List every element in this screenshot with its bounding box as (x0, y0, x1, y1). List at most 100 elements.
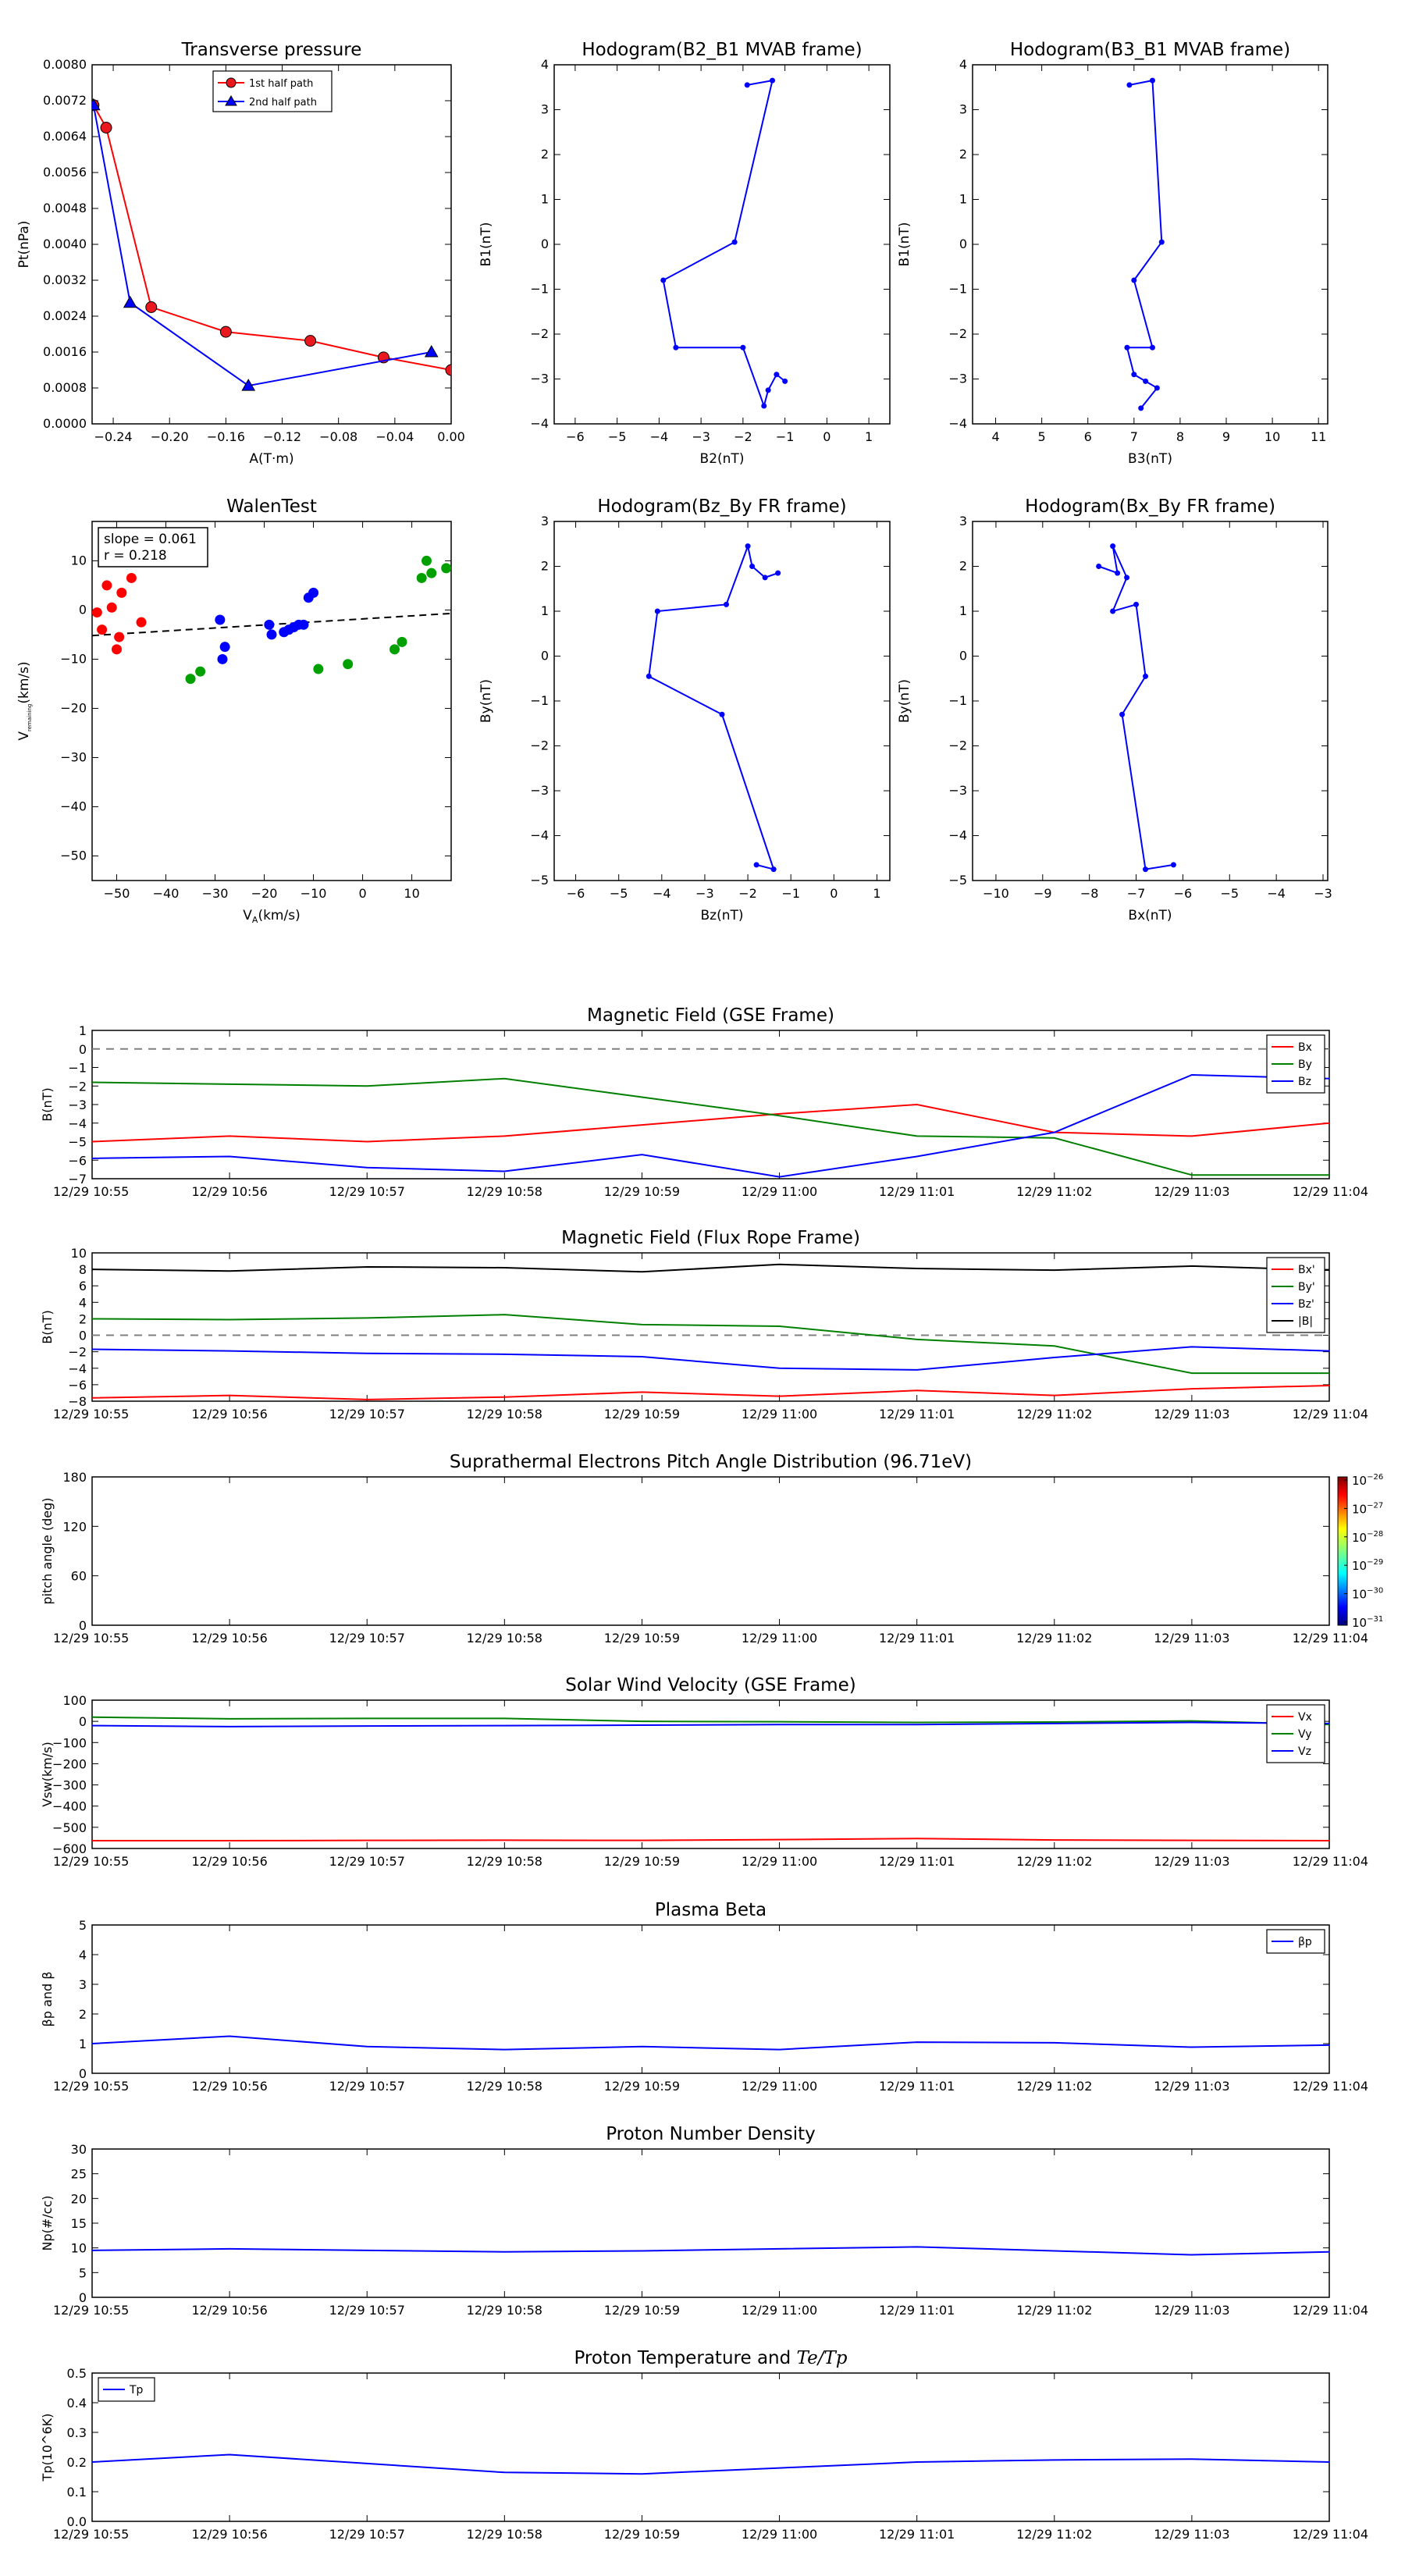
legend: βp (1266, 1929, 1325, 1954)
y-tick-label: −5 (530, 873, 549, 888)
x-tick-label: 12/29 10:56 (191, 1631, 267, 1646)
colorbar-label: 10−29 (1352, 1558, 1383, 1573)
data-point (185, 674, 196, 685)
y-tick-label: 0 (541, 649, 549, 664)
x-tick-label: −3 (692, 429, 710, 444)
y-tick-label: −7 (68, 1172, 87, 1187)
y-tick-label: −1 (530, 282, 549, 297)
y-tick-label: 6 (79, 1279, 87, 1293)
y-tick-label: 180 (62, 1470, 87, 1485)
x-tick-label: −5 (1220, 886, 1239, 901)
data-point (266, 629, 277, 640)
x-tick-label: 12/29 10:56 (191, 2303, 267, 2318)
y-axis-label: pitch angle (deg) (40, 1497, 55, 1604)
y-tick-label: 0 (959, 649, 967, 664)
colorbar-label: 10−28 (1352, 1530, 1383, 1545)
y-tick-label: 1 (541, 603, 549, 618)
x-tick-label: 12/29 10:59 (604, 2079, 680, 2094)
legend-box (1266, 1034, 1325, 1094)
plot-frame (91, 1252, 1330, 1402)
y-tick-label: 20 (71, 2191, 87, 2206)
y-tick-label: 1 (79, 1023, 87, 1038)
colorbar-label: 10−31 (1352, 1615, 1383, 1630)
chart-title: Hodogram(Bx_By FR frame) (1025, 496, 1275, 517)
y-tick-label: 0.0080 (43, 57, 87, 72)
x-tick-label: 12/29 10:58 (467, 1631, 542, 1646)
data-point (343, 659, 354, 670)
x-axis-label: Bz(nT) (700, 908, 743, 923)
x-tick-label: 12/29 10:57 (329, 1854, 405, 1869)
data-point (421, 555, 432, 566)
data-point (304, 335, 317, 347)
data-point (217, 653, 228, 664)
data-point (770, 866, 777, 873)
chart-hodogram-b2-b1: −6 −5 −4 −3 −2 −1 0 1 −4 −3 −2 −1 0 1 2 3 4 Hodogram(B2_B… (478, 40, 891, 467)
x-tick-label: −2 (738, 886, 757, 901)
legend-label: Bz' (1298, 1298, 1314, 1311)
y-tick-label: −600 (52, 1841, 87, 1856)
x-tick-label: 12/29 10:58 (467, 2527, 542, 2542)
data-point (1131, 277, 1137, 283)
series-line (92, 2453, 1329, 2475)
x-tick-label: 12/29 11:00 (742, 2527, 817, 2542)
data-point (145, 301, 158, 313)
series-line (92, 1073, 1329, 1178)
legend: Vx Vy Vz (1266, 1704, 1325, 1763)
data-point (1143, 866, 1149, 873)
x-tick-label: 12/29 10:59 (604, 1184, 680, 1199)
y-axis-label: Np(#/cc) (40, 2196, 55, 2251)
y-tick-label: 0.0032 (43, 272, 87, 287)
data-point (1115, 570, 1121, 576)
y-tick-label: −20 (60, 700, 87, 715)
y-tick-label: −2 (948, 738, 967, 753)
x-tick-label: 12/29 11:04 (1293, 1631, 1368, 1646)
data-point (424, 344, 439, 358)
y-tick-label: 3 (541, 514, 549, 528)
chart-hodogram-bx-by: −10 −9 −8 −7 −6 −5 −4 −3−5−4−3−2−10123Hodogram(… (897, 496, 1332, 923)
x-tick-label: 11 (1311, 429, 1326, 444)
x-tick-label: 12/29 11:03 (1154, 1631, 1229, 1646)
x-tick-label: 12/29 10:55 (53, 1184, 129, 1199)
x-tick-label: −1 (776, 429, 795, 444)
y-tick-label: 100 (62, 1693, 87, 1708)
plot-area (92, 2246, 1329, 2256)
x-tick-label: 12/29 11:01 (879, 2303, 955, 2318)
x-tick-label: 12/29 11:01 (879, 1407, 955, 1421)
x-tick-label: 12/29 10:59 (604, 2527, 680, 2542)
x-tick-label: 12/29 11:03 (1154, 2527, 1229, 2542)
x-tick-label: −6 (567, 886, 585, 901)
chart-title: Transverse pressure (181, 40, 362, 60)
chart-hodogram-bz-by: −6 −5 −4 −3 −2 −1 0 1 −5 −4 −3 −2 −1 0 1 2 3 Hodogram(Bz_… (478, 496, 891, 923)
panel-title: Proton Number Density (606, 2124, 816, 2144)
x-tick-label: 0 (830, 886, 838, 901)
x-tick-label: 12/29 11:02 (1016, 1184, 1092, 1199)
legend-label: By (1298, 1059, 1312, 1071)
series-line (1126, 79, 1163, 409)
panel-title: Magnetic Field (Flux Rope Frame) (561, 1228, 860, 1248)
x-axis-label: B3(nT) (1128, 451, 1172, 467)
x-tick-label: 12/29 11:03 (1154, 1407, 1229, 1421)
x-tick-label: −5 (610, 886, 628, 901)
x-tick-label: 12/29 11:01 (879, 1631, 955, 1646)
plot-area (92, 1263, 1329, 1400)
x-tick-label: −1 (781, 886, 800, 901)
y-tick-label: −1 (68, 1061, 87, 1076)
data-point (774, 372, 780, 378)
data-point (215, 614, 226, 625)
y-tick-label: −8 (68, 1394, 87, 1409)
data-point (1133, 601, 1140, 607)
y-tick-label: 2 (959, 147, 967, 162)
y-tick-label: 25 (71, 2167, 87, 2182)
colorbar-label: 10−27 (1352, 1501, 1383, 1516)
legend-marker (226, 77, 237, 88)
y-tick-label: −3 (530, 372, 549, 386)
x-tick-label: 12/29 11:04 (1293, 1407, 1368, 1421)
plot-frame (91, 1699, 1330, 1849)
data-point (782, 378, 788, 384)
x-tick-label: 12/29 10:55 (53, 1854, 129, 1869)
y-tick-label: −100 (52, 1735, 87, 1750)
y-tick-label: 10 (71, 2241, 87, 2256)
data-point (1096, 564, 1102, 569)
data-point (1143, 378, 1149, 384)
y-tick-label: 4 (541, 57, 549, 72)
